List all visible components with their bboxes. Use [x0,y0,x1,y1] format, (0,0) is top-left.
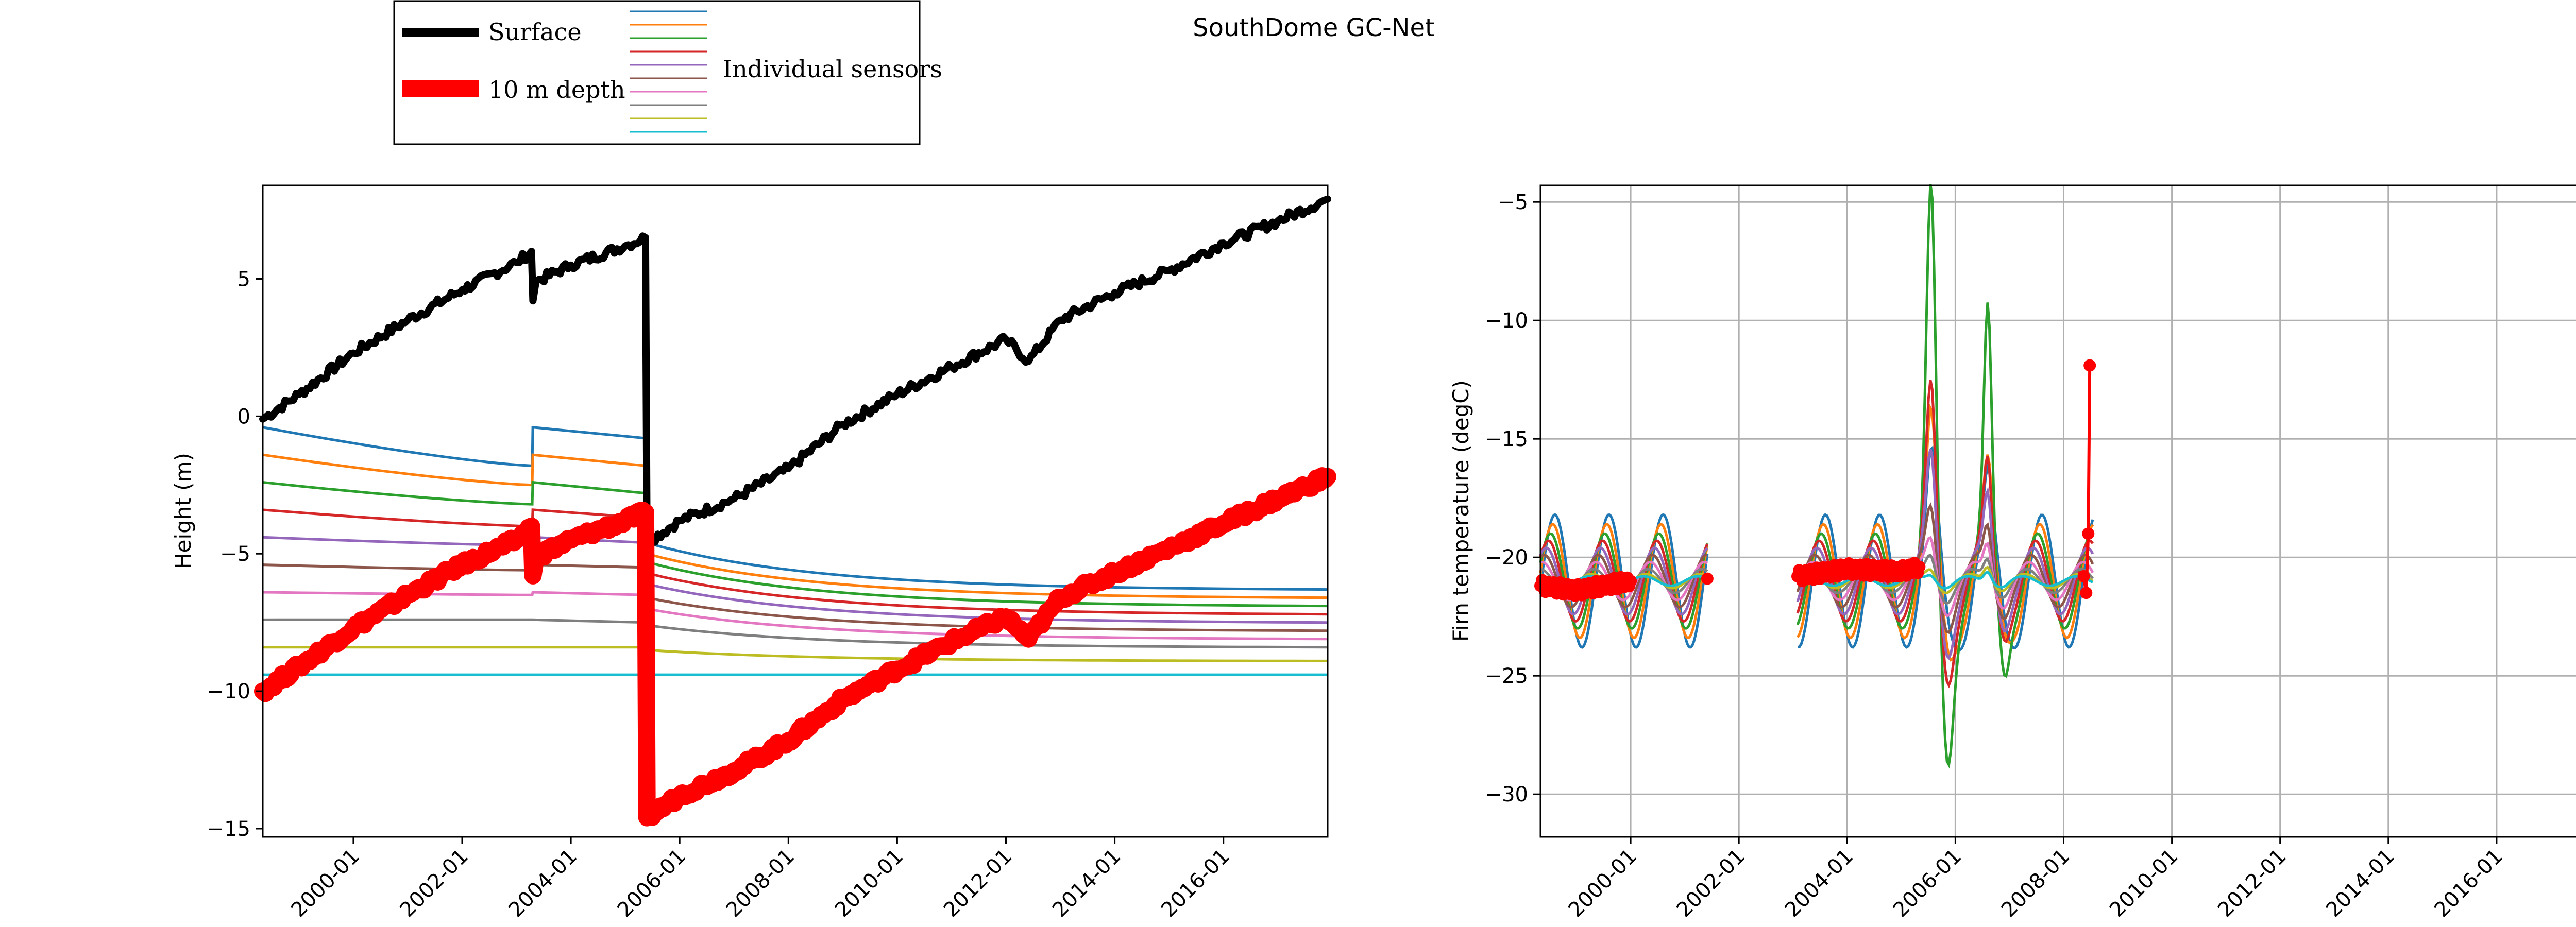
depth-10m-temperature-marker [2080,587,2093,599]
height-y-tick-label: 0 [238,405,250,428]
sensor-height-line [262,646,1328,662]
sensor-height-line [262,563,1328,632]
legend: Surface 10 m depth Individual sensors [393,0,942,145]
surface-height-line [259,195,1331,548]
temperature-y-tick-label: −30 [1485,783,1528,806]
height-plot-lines [254,195,1336,827]
sensor-temperature-line [1796,380,2094,689]
depth-10m-temperature-marker [1624,575,1637,588]
legend-surface-label: Surface [488,18,582,46]
height-y-tick-label: −10 [207,680,250,703]
temperature-y-tick-label: −5 [1498,191,1528,214]
figure-title: SouthDome GC-Net [1193,13,1435,42]
height-axis-label: Height (m) [171,453,196,569]
sensor-height-line [262,425,1328,591]
sensor-height-line [262,480,1328,608]
depth-10m-temperature-marker [1913,560,1926,573]
depth-10m-temperature-marker [2077,570,2090,582]
legend-depth-label: 10 m depth [488,76,625,104]
sensor-temperature-line [1539,546,1708,616]
legend-sensor-swatches [630,10,707,133]
sensor-temperature-line [1797,570,2094,590]
depth-10m-temperature-marker [2082,527,2095,540]
sensor-height-line [262,536,1328,624]
height-y-tick-label: −15 [207,817,250,841]
temperature-grid [1540,185,2576,837]
sensor-temperature-line [1539,554,1708,609]
legend-sensors-label: Individual sensors [723,55,942,83]
sensor-temperature-line [1796,449,2094,660]
sensor-height-line [262,508,1328,616]
temperature-plot-lines [1534,184,2096,769]
depth-10m-temperature-marker [2083,359,2096,372]
depth-10m-height-line [254,467,1336,827]
temperature-y-tick-label: −10 [1485,309,1528,333]
temperature-y-tick-label: −15 [1485,427,1528,451]
height-panel-frame [262,184,1329,838]
height-y-tick-label: −5 [220,542,250,566]
temperature-axis-label: Firn temperature (degC) [1448,380,1473,642]
depth-10m-temperature-marker [1701,572,1714,585]
temperature-y-tick-label: −20 [1485,546,1528,570]
sensor-height-line [262,618,1328,649]
sensor-temperature-line [1796,502,2094,634]
temperature-y-tick-label: −25 [1485,664,1528,688]
height-y-tick-label: 5 [238,267,250,291]
sensor-height-line [262,453,1328,599]
temperature-panel-frame [1539,184,2576,838]
sensor-temperature-line [1796,184,2093,769]
